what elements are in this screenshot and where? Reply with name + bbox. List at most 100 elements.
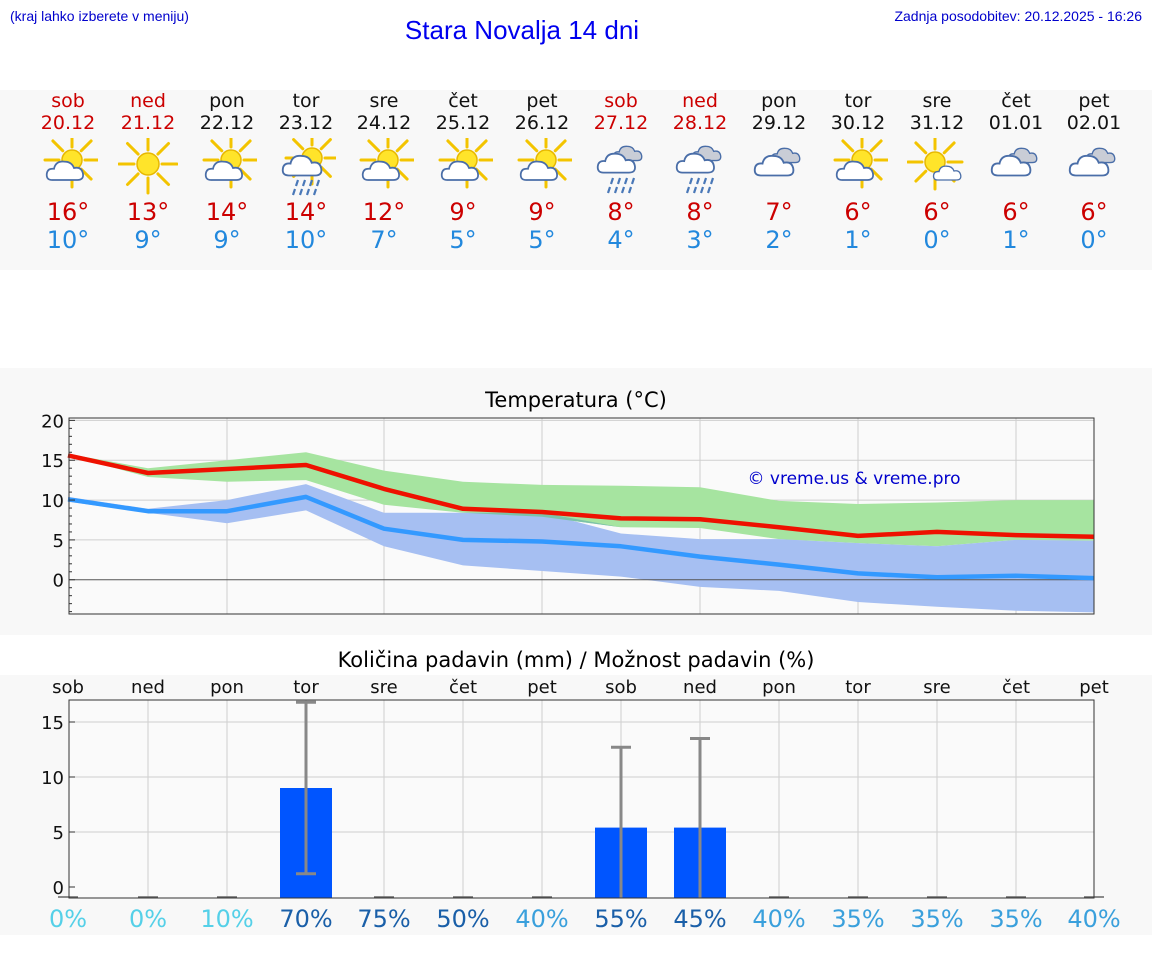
- day-date: 21.12: [120, 112, 176, 134]
- precipitation-probability: 40%: [752, 905, 805, 933]
- day-name: ned: [130, 90, 166, 112]
- day-column: pon 29.12 7° 2°: [739, 90, 819, 254]
- min-temperature: 9°: [213, 226, 241, 254]
- day-name: sre: [922, 90, 952, 112]
- max-temperature: 8°: [686, 198, 714, 226]
- cloud-icon: [990, 147, 1038, 177]
- plot-area: [69, 700, 1094, 898]
- precipitation-probability: 55%: [594, 905, 647, 933]
- day-name: čet: [448, 90, 478, 112]
- day-date: 31.12: [909, 112, 965, 134]
- category-label: tor: [293, 677, 319, 698]
- day-column: ned 21.12 13° 9°: [108, 90, 188, 254]
- precipitation-probability: 35%: [989, 905, 1042, 933]
- max-temperature: 16°: [46, 198, 90, 226]
- day-date: 20.12: [40, 112, 96, 134]
- min-temperature-line: [67, 494, 1095, 581]
- min-temperature: 5°: [449, 226, 477, 254]
- day-column: sre 24.12 12° 7°: [344, 90, 424, 254]
- max-temperature: 9°: [528, 198, 556, 226]
- day-column: pet 26.12 9° 5°: [502, 90, 582, 254]
- day-date: 23.12: [278, 112, 334, 134]
- day-name: pon: [209, 90, 245, 112]
- category-label: čet: [1002, 677, 1030, 698]
- precipitation-probability: 0%: [129, 905, 167, 933]
- max-temperature-line: [67, 453, 1095, 539]
- category-label: sre: [923, 677, 950, 698]
- category-label: tor: [845, 677, 871, 698]
- precipitation-probability: 0%: [49, 905, 87, 933]
- category-label: sre: [370, 677, 397, 698]
- category-label: ned: [683, 677, 717, 698]
- y-tick-label: 0: [53, 571, 64, 592]
- day-column: čet 01.01 6° 1°: [976, 90, 1056, 254]
- day-name: tor: [292, 90, 320, 112]
- precipitation-probability: 75%: [357, 905, 410, 933]
- max-temperature: 14°: [205, 198, 249, 226]
- y-tick-label: 20: [41, 411, 64, 432]
- max-temperature: 14°: [284, 198, 328, 226]
- min-temperature: 5°: [528, 226, 556, 254]
- precipitation-probability: 40%: [1067, 905, 1120, 933]
- category-label: čet: [449, 677, 477, 698]
- location-hint: (kraj lahko izberete v meniju): [10, 8, 189, 24]
- day-column: čet 25.12 9° 5°: [423, 90, 503, 254]
- sun-cloud-rain-icon: [281, 138, 336, 196]
- precipitation-probability: 50%: [436, 905, 489, 933]
- day-name: sre: [369, 90, 399, 112]
- category-label: pet: [527, 677, 557, 698]
- y-tick-label: 15: [41, 713, 64, 734]
- min-temperature: 1°: [844, 226, 872, 254]
- day-date: 29.12: [751, 112, 807, 134]
- day-date: 30.12: [830, 112, 886, 134]
- sun-cloud-icon: [833, 138, 888, 189]
- day-column: sre 31.12 6° 0°: [897, 90, 977, 254]
- day-column: tor 23.12 14° 10°: [266, 90, 346, 254]
- day-column: pet 02.01 6° 0°: [1054, 90, 1134, 254]
- day-date: 28.12: [672, 112, 728, 134]
- max-temperature: 7°: [765, 198, 793, 226]
- cloud-rain-icon: [675, 145, 722, 194]
- min-temperature: 10°: [284, 226, 328, 254]
- min-temperature: 10°: [46, 226, 90, 254]
- cloud-icon: [1068, 147, 1116, 177]
- category-label: ned: [131, 677, 165, 698]
- sun-cloud-icon: [202, 138, 257, 189]
- y-tick-label: 5: [53, 823, 64, 844]
- day-column: sob 27.12 8° 4°: [581, 90, 661, 254]
- day-date: 02.01: [1066, 112, 1122, 134]
- forecast-strip: sob 20.12 16° 10° ned 21.12 13° 9° pon 22.12 14° 9°…: [0, 90, 1152, 270]
- precipitation-chart-title: Količina padavin (mm) / Možnost padavin …: [337, 648, 815, 672]
- y-tick-label: 10: [41, 491, 64, 512]
- min-temperature: 7°: [370, 226, 398, 254]
- sun-icon: [118, 138, 178, 195]
- max-temperature: 6°: [844, 198, 872, 226]
- day-name: sob: [604, 90, 638, 112]
- day-date: 22.12: [199, 112, 255, 134]
- watermark: © vreme.us & vreme.pro: [747, 469, 960, 489]
- min-temperature: 9°: [134, 226, 162, 254]
- temperature-chart-title: Temperatura (°C): [485, 388, 667, 412]
- max-temperature: 9°: [449, 198, 477, 226]
- last-updated: Zadnja posodobitev: 20.12.2025 - 16:26: [894, 8, 1142, 24]
- min-temperature: 2°: [765, 226, 793, 254]
- min-temperature: 4°: [607, 226, 635, 254]
- category-label: sob: [605, 677, 637, 698]
- day-name: pet: [526, 90, 558, 112]
- day-name: čet: [1001, 90, 1031, 112]
- max-temperature: 6°: [923, 198, 951, 226]
- day-name: ned: [682, 90, 718, 112]
- sun-cloud-icon: [438, 138, 493, 189]
- day-column: pon 22.12 14° 9°: [187, 90, 267, 254]
- max-range-band: [68, 452, 1094, 547]
- max-temperature: 12°: [362, 198, 406, 226]
- y-tick-label: 10: [41, 768, 64, 789]
- day-name: tor: [844, 90, 872, 112]
- max-temperature: 6°: [1002, 198, 1030, 226]
- min-range-band: [68, 484, 1094, 613]
- day-date: 27.12: [593, 112, 649, 134]
- precipitation-probability: 10%: [200, 905, 253, 933]
- max-temperature: 13°: [126, 198, 170, 226]
- min-temperature: 0°: [1080, 226, 1108, 254]
